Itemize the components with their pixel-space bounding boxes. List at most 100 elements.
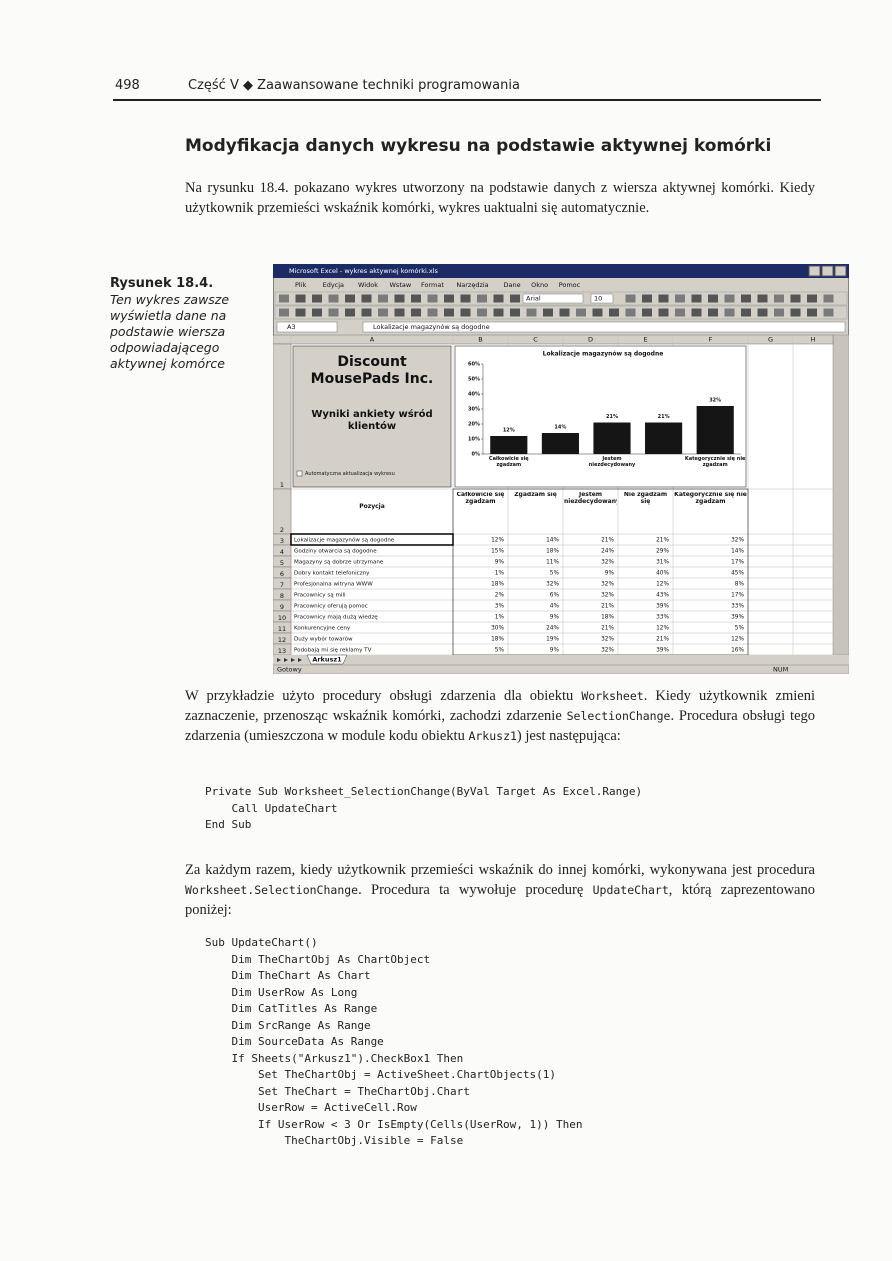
code-block: Sub UpdateChart() Dim TheChartObj As Cha… [205, 935, 583, 1150]
survey-title: Wyniki ankiety wśród klientów [311, 409, 433, 432]
paragraph: Za każdym razem, kiedy użytkownik przemi… [185, 860, 815, 920]
toolbar-icon [625, 308, 636, 317]
toolbar-icon [510, 308, 520, 317]
toolbar-icon [493, 308, 504, 317]
text: , którą zaprezentowano poniżej: [185, 882, 815, 918]
toolbar-icon [807, 294, 817, 303]
row-number: 4 [280, 548, 284, 556]
excel-screenshot: Microsoft Excel - wykres aktywnej komórk… [273, 264, 849, 674]
table-header-text: Całkowicie się zgadzam [456, 492, 505, 505]
row-number: 11 [278, 625, 286, 633]
toolbar-icon [279, 294, 289, 303]
name-box [276, 321, 338, 333]
toolbar-icon [774, 308, 784, 317]
column-header: H [811, 336, 816, 344]
table-cell: 32% [601, 560, 614, 566]
category-label: Jestem niezdecydowany [588, 456, 636, 468]
row-label: Profesjonalna witryna WWW [294, 582, 373, 588]
formula-input [362, 321, 846, 333]
category-label-text: Kategorycznie się nie zgadzam [684, 456, 746, 468]
row-number: 1 [280, 481, 284, 489]
toolbar-icon [295, 308, 306, 317]
table-header: Kategorycznie się nie zgadzam [674, 492, 747, 504]
row-label: Magazyny są dobrze utrzymane [294, 560, 384, 566]
table-cell: 32% [601, 582, 614, 588]
y-tick-label: 20% [468, 422, 480, 428]
status-text: Gotowy [277, 666, 302, 674]
table-header-text: Pozycja [359, 503, 385, 510]
code-line: TheChartObj.Visible = False [205, 1134, 464, 1147]
bar [645, 422, 683, 454]
row-number: 6 [280, 570, 284, 578]
column-header: D [588, 336, 593, 344]
page-number: 498 [115, 78, 140, 93]
row-label: Duży wybór towarów [294, 636, 353, 643]
inline-code: SelectionChange [566, 709, 671, 723]
survey-title-text: Wyniki ankiety wśród klientów [311, 409, 433, 432]
row-label: Pracownicy mają dużą wiedzę [294, 615, 378, 621]
table-cell: 17% [731, 593, 744, 599]
table-header: Jestem niezdecydowany [564, 492, 617, 504]
category-label-text: Jestem niezdecydowany [588, 456, 636, 468]
toolbar-icon [741, 294, 751, 303]
column-header: G [768, 336, 773, 344]
value-label: 21% [658, 414, 670, 420]
paragraph: Na rysunku 18.4. pokazano wykres utworzo… [185, 178, 815, 218]
table-cell: 39% [731, 615, 744, 621]
row-number: 13 [278, 647, 286, 655]
bar [490, 436, 528, 454]
row-label: Konkurencyjne ceny [294, 626, 351, 632]
toolbar-icon [559, 308, 570, 317]
menu-item: Narzędzia [456, 281, 488, 289]
table-cell: 33% [731, 604, 744, 610]
toolbar-icon [642, 308, 652, 317]
header-rule [113, 99, 821, 101]
table-cell: 39% [656, 604, 669, 610]
code-line: If Sheets("Arkusz1").CheckBox1 Then [205, 1051, 464, 1065]
toolbar-icon [724, 308, 735, 317]
table-cell: 24% [546, 626, 559, 632]
category-label: Całkowicie się zgadzam [489, 456, 529, 468]
column-header: F [709, 336, 713, 344]
table-cell: 33% [656, 615, 669, 621]
toolbar-icon [312, 308, 322, 317]
table-cell: 18% [491, 637, 504, 643]
toolbar-icon [460, 294, 471, 303]
value-label: 14% [554, 425, 566, 431]
y-tick-label: 50% [468, 377, 480, 383]
inline-code: Worksheet.SelectionChange [185, 883, 359, 897]
table-cell: 17% [731, 560, 744, 566]
row-label: Pracownicy są mili [294, 593, 346, 599]
code-line: Set TheChartObj = ActiveSheet.ChartObjec… [205, 1068, 556, 1081]
window-title: Microsoft Excel - wykres aktywnej komórk… [289, 267, 438, 275]
window-button [834, 265, 847, 277]
table-cell: 14% [731, 549, 744, 555]
toolbar-icon [790, 294, 801, 303]
table-cell: 32% [601, 593, 614, 599]
toolbar-icon [823, 308, 834, 317]
toolbar-icon [658, 294, 669, 303]
table-cell: 21% [601, 538, 614, 544]
menu-item: Format [421, 281, 444, 289]
section-heading: Modyfikacja danych wykresu na podstawie … [185, 136, 772, 156]
active-cell [290, 533, 454, 546]
toolbar-icon [361, 294, 372, 303]
toolbar-icon [460, 308, 471, 317]
table-cell: 9% [550, 615, 560, 621]
column-header: B [478, 336, 482, 344]
tab-nav [298, 658, 302, 662]
toolbar-icon [741, 308, 751, 317]
table-cell: 12% [731, 637, 744, 643]
code-line: Set TheChart = TheChartObj.Chart [205, 1084, 470, 1098]
figure-caption: Rysunek 18.4. Ten wykres zawsze wyświetl… [110, 276, 260, 372]
toolbar-icon [279, 308, 289, 317]
status-num: NUM [773, 666, 788, 674]
title-bar [273, 264, 849, 278]
toolbar-icon [345, 308, 355, 317]
table-header-text: Zgadzam się [514, 492, 557, 498]
toolbar-icon [411, 294, 421, 303]
table-cell: 18% [491, 582, 504, 588]
table-cell: 5% [550, 571, 560, 577]
toolbar-icon [444, 294, 454, 303]
